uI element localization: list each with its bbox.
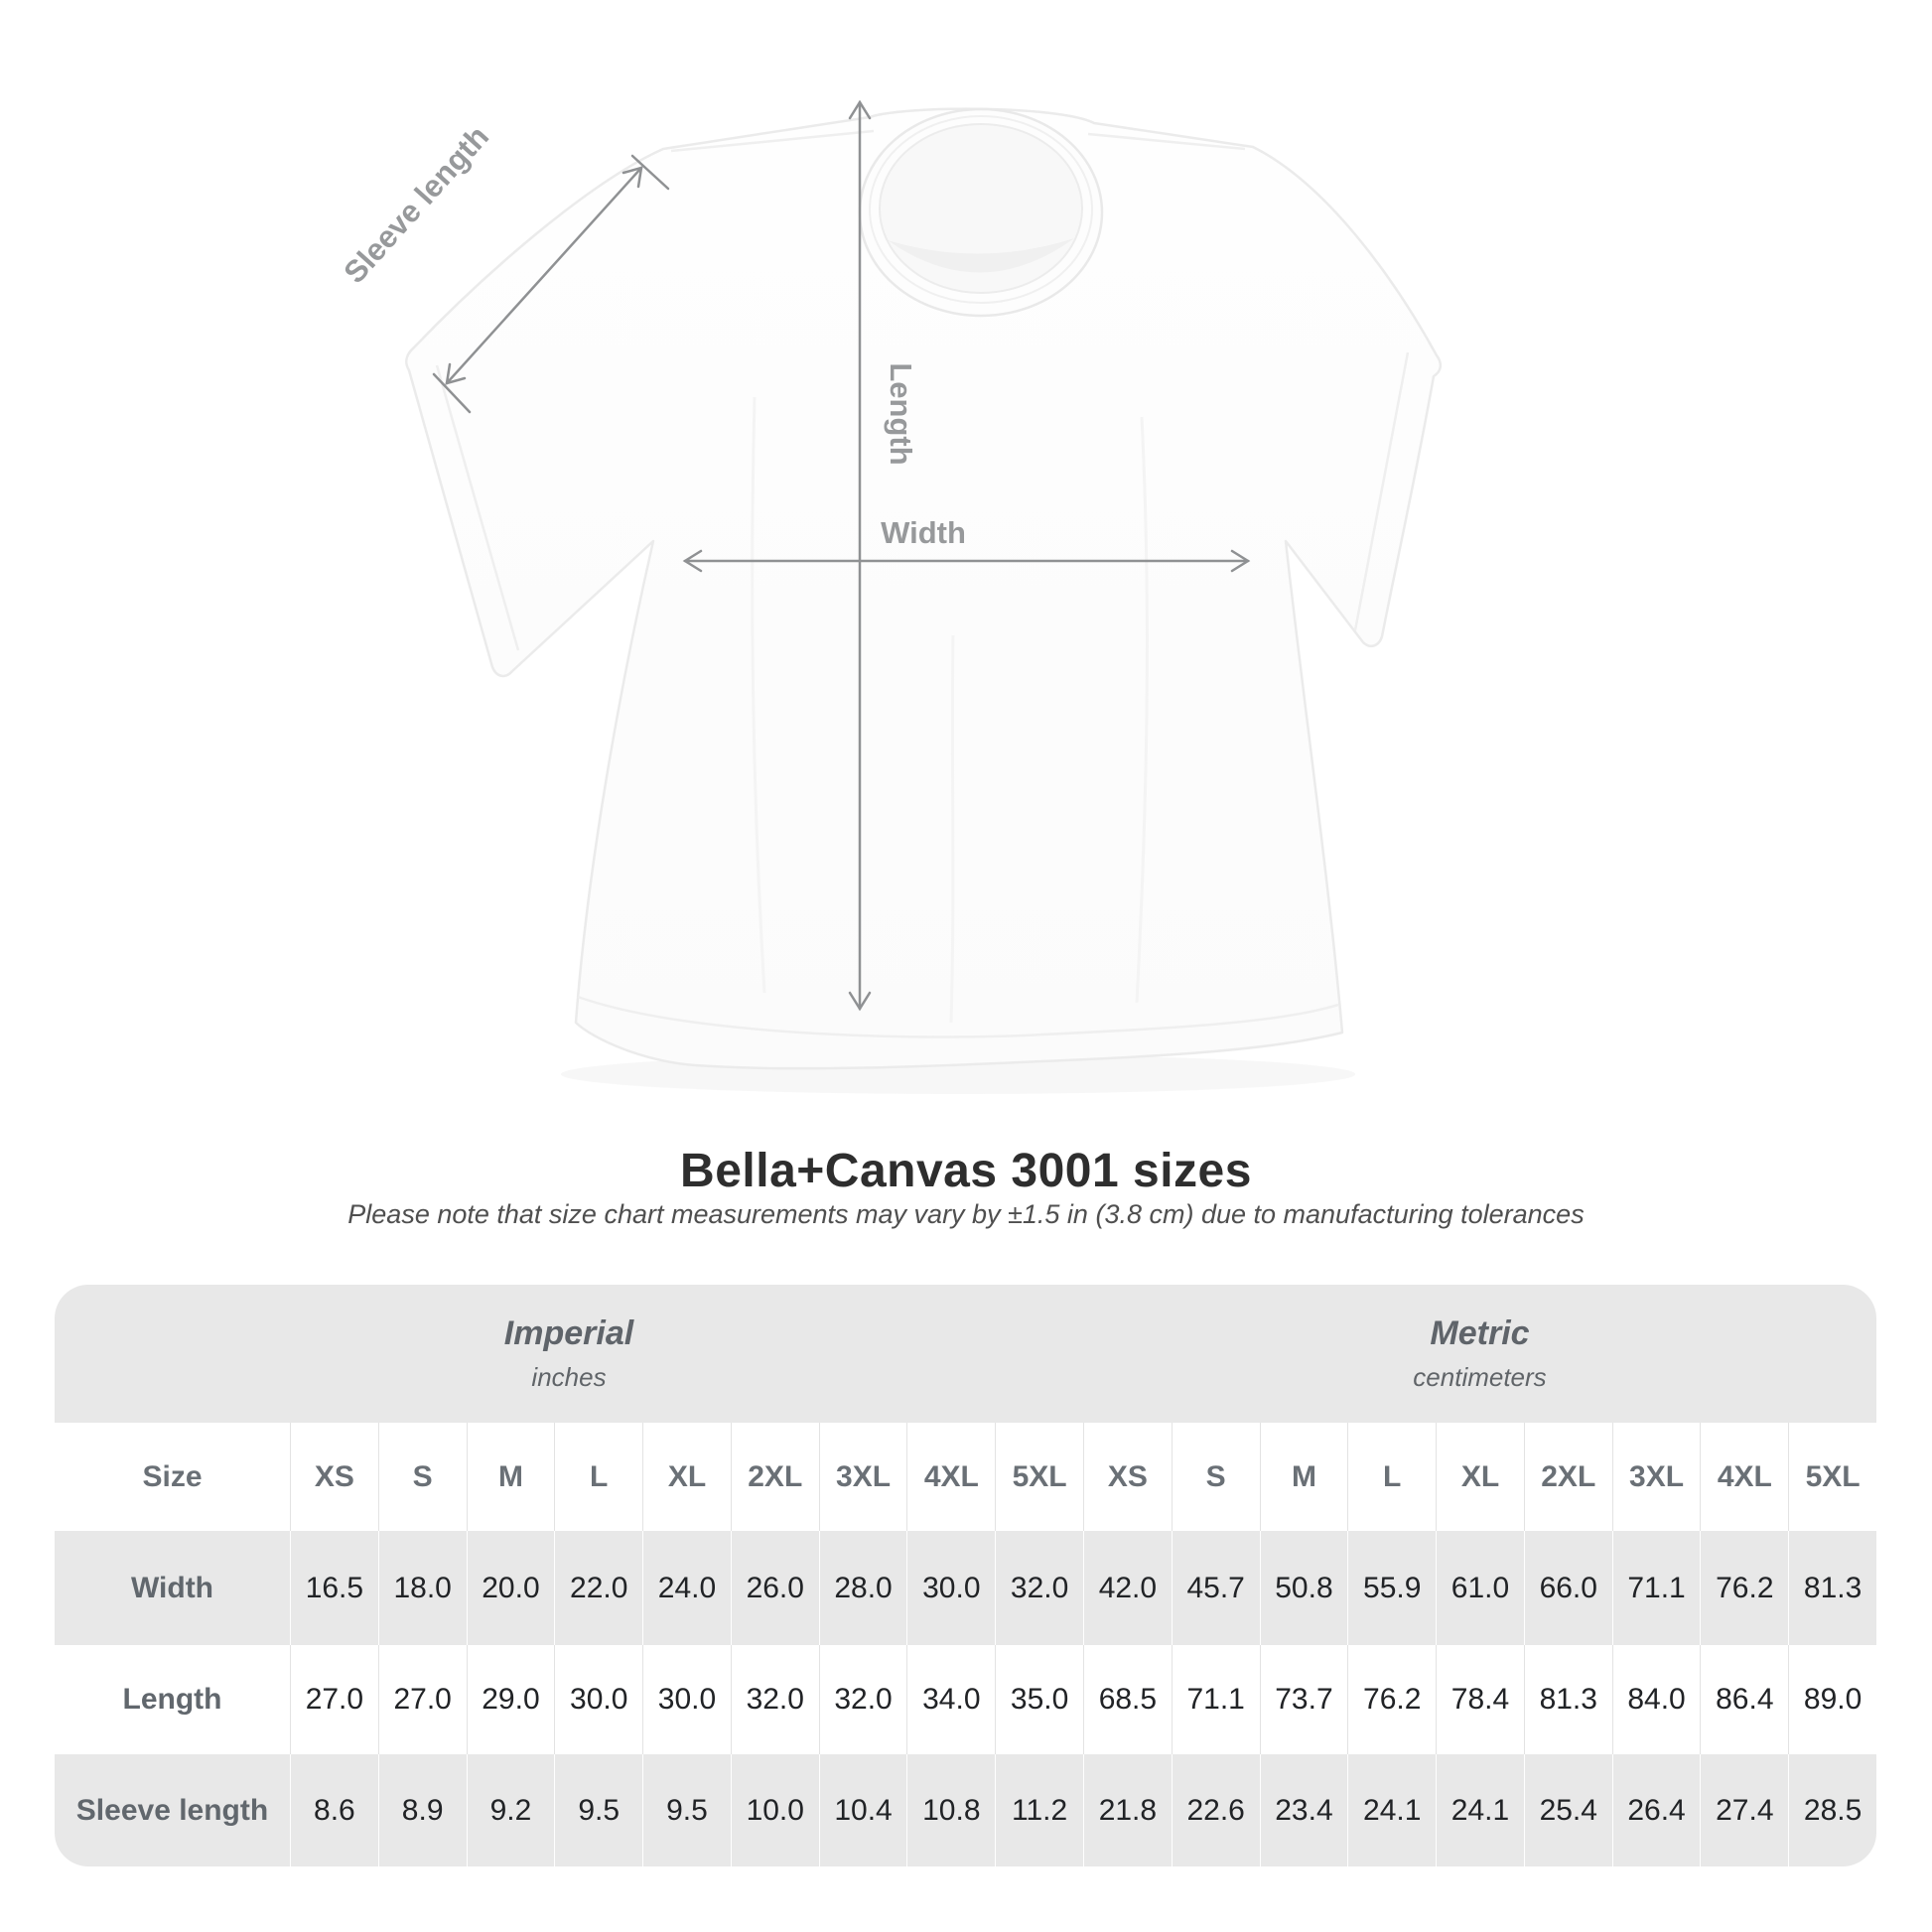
length-arrow: [848, 99, 872, 1012]
row-label: Sleeve length: [55, 1754, 290, 1866]
size-header-cell: L: [554, 1423, 643, 1531]
metric-value-cell: 55.9: [1347, 1531, 1437, 1645]
size-header-cell: M: [1259, 1423, 1348, 1531]
metric-value-cell: 81.3: [1523, 1645, 1612, 1754]
metric-value-cell: 71.1: [1171, 1645, 1260, 1754]
metric-group-header: Metric centimeters: [1083, 1285, 1876, 1423]
metric-value-cell: 24.1: [1436, 1754, 1524, 1866]
width-arrow: [682, 549, 1251, 573]
metric-value-cell: 23.4: [1259, 1754, 1348, 1866]
imperial-value-cell: 28.0: [818, 1531, 907, 1645]
imperial-value-cell: 30.0: [554, 1645, 643, 1754]
imperial-group-header: Imperial inches: [55, 1285, 1083, 1423]
metric-value-cell: 26.4: [1611, 1754, 1701, 1866]
imperial-value-cell: 29.0: [466, 1645, 555, 1754]
imperial-value-cell: 27.0: [377, 1645, 467, 1754]
size-header-cell: 3XL: [1611, 1423, 1701, 1531]
imperial-value-cell: 8.9: [377, 1754, 467, 1866]
unit-group-sublabel: centimeters: [1413, 1362, 1547, 1392]
imperial-value-cell: 8.6: [290, 1754, 378, 1866]
size-header-cell: XL: [642, 1423, 731, 1531]
imperial-value-cell: 10.8: [906, 1754, 996, 1866]
collar: [858, 107, 1104, 318]
size-header-cell: S: [1171, 1423, 1260, 1531]
imperial-value-cell: 30.0: [906, 1531, 996, 1645]
metric-value-cell: 22.6: [1171, 1754, 1260, 1866]
imperial-value-cell: 10.0: [730, 1754, 819, 1866]
metric-value-cell: 25.4: [1523, 1754, 1612, 1866]
imperial-value-cell: 32.0: [818, 1645, 907, 1754]
metric-value-cell: 76.2: [1347, 1645, 1437, 1754]
imperial-value-cell: 26.0: [730, 1531, 819, 1645]
width-label: Width: [881, 515, 966, 550]
imperial-value-cell: 32.0: [730, 1645, 819, 1754]
unit-group-sublabel: inches: [531, 1362, 607, 1392]
size-header-cell: L: [1347, 1423, 1437, 1531]
metric-value-cell: 89.0: [1788, 1645, 1876, 1754]
metric-value-cell: 50.8: [1259, 1531, 1348, 1645]
unit-group-label: Imperial: [503, 1314, 634, 1352]
imperial-value-cell: 27.0: [290, 1645, 378, 1754]
metric-value-cell: 27.4: [1700, 1754, 1789, 1866]
imperial-value-cell: 34.0: [906, 1645, 996, 1754]
metric-value-cell: 81.3: [1788, 1531, 1876, 1645]
metric-value-cell: 61.0: [1436, 1531, 1524, 1645]
size-header-cell: 4XL: [906, 1423, 996, 1531]
size-header-cell: M: [466, 1423, 555, 1531]
imperial-value-cell: 18.0: [377, 1531, 467, 1645]
size-column-header: Size: [55, 1423, 290, 1531]
imperial-value-cell: 10.4: [818, 1754, 907, 1866]
imperial-value-cell: 30.0: [642, 1645, 731, 1754]
imperial-value-cell: 16.5: [290, 1531, 378, 1645]
tshirt-silhouette: [405, 107, 1443, 1070]
size-header-cell: XS: [1083, 1423, 1172, 1531]
metric-value-cell: 86.4: [1700, 1645, 1789, 1754]
size-header-cell: XL: [1436, 1423, 1524, 1531]
row-label: Width: [55, 1531, 290, 1645]
metric-value-cell: 78.4: [1436, 1645, 1524, 1754]
metric-value-cell: 24.1: [1347, 1754, 1437, 1866]
unit-group-label: Metric: [1430, 1314, 1530, 1352]
size-header-cell: 4XL: [1700, 1423, 1789, 1531]
imperial-value-cell: 24.0: [642, 1531, 731, 1645]
metric-value-cell: 68.5: [1083, 1645, 1172, 1754]
size-header-cell: 2XL: [1523, 1423, 1612, 1531]
page-title: Bella+Canvas 3001 sizes: [680, 1145, 1252, 1197]
size-header-cell: 5XL: [1788, 1423, 1876, 1531]
imperial-value-cell: 9.2: [466, 1754, 555, 1866]
size-header-cell: S: [377, 1423, 467, 1531]
imperial-value-cell: 9.5: [642, 1754, 731, 1866]
row-label: Length: [55, 1645, 290, 1754]
imperial-value-cell: 11.2: [995, 1754, 1083, 1866]
metric-value-cell: 84.0: [1611, 1645, 1701, 1754]
size-header-cell: 2XL: [730, 1423, 819, 1531]
metric-value-cell: 21.8: [1083, 1754, 1172, 1866]
imperial-value-cell: 35.0: [995, 1645, 1083, 1754]
sleeve-length-arrow: [432, 154, 670, 414]
metric-value-cell: 73.7: [1259, 1645, 1348, 1754]
imperial-value-cell: 20.0: [466, 1531, 555, 1645]
tolerance-note: Please note that size chart measurements…: [347, 1199, 1585, 1229]
sleeve-length-label: Sleeve length: [337, 119, 495, 290]
metric-value-cell: 28.5: [1788, 1754, 1876, 1866]
size-header-cell: 5XL: [995, 1423, 1083, 1531]
metric-value-cell: 76.2: [1700, 1531, 1789, 1645]
measurement-annotations: [432, 99, 1251, 1012]
metric-value-cell: 45.7: [1171, 1531, 1260, 1645]
metric-value-cell: 71.1: [1611, 1531, 1701, 1645]
imperial-value-cell: 32.0: [995, 1531, 1083, 1645]
size-header-cell: 3XL: [818, 1423, 907, 1531]
metric-value-cell: 66.0: [1523, 1531, 1612, 1645]
size-table: Imperial inches Metric centimeters Size XS S M L…: [55, 1285, 1876, 1866]
metric-value-cell: 42.0: [1083, 1531, 1172, 1645]
imperial-value-cell: 9.5: [554, 1754, 643, 1866]
length-label: Length: [884, 362, 918, 465]
size-header-cell: XS: [290, 1423, 378, 1531]
imperial-value-cell: 22.0: [554, 1531, 643, 1645]
